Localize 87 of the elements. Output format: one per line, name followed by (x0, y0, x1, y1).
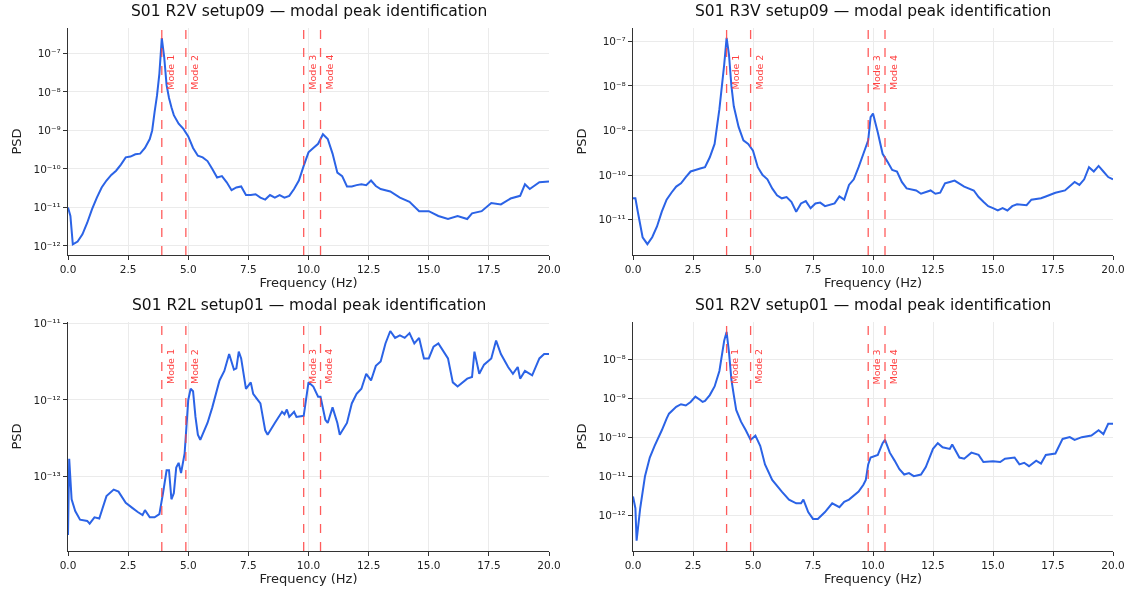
x-tick-label: 0.0 (59, 262, 77, 275)
x-tick-label: 15.0 (417, 262, 441, 275)
x-axis-title: Frequency (Hz) (823, 275, 923, 291)
x-tick-label: 15.0 (417, 558, 441, 571)
y-tick-label: 10⁻⁸ (37, 85, 61, 98)
x-tick-label: 10.0 (861, 262, 885, 275)
x-tick-label: 10.0 (296, 262, 321, 275)
line-series (68, 330, 549, 537)
ref-line-label: Mode 2 (753, 54, 765, 90)
x-tick-label: 17.5 (1041, 262, 1065, 275)
y-tick-label: 10⁻¹⁰ (33, 162, 61, 175)
ref-line-label: Mode 1 (729, 348, 741, 384)
x-tick-label: 12.5 (921, 262, 945, 275)
x-tick-label: 5.0 (744, 262, 762, 275)
ref-line-label: Mode 2 (753, 348, 765, 384)
y-tick-label: 10⁻⁸ (602, 352, 626, 365)
ref-line-label: Mode 4 (323, 54, 335, 90)
line-series (68, 37, 549, 246)
y-tick-label: 10⁻¹¹ (33, 201, 61, 214)
y-tick-label: 10⁻¹⁰ (598, 430, 626, 443)
x-tick-label: 20.0 (537, 558, 561, 571)
ref-line-label: Mode 1 (164, 349, 176, 384)
x-tick-label: 20.0 (537, 262, 561, 275)
x-tick-label: 10.0 (296, 558, 321, 571)
x-tick-label: 12.5 (356, 558, 381, 571)
x-tick-label: 7.5 (804, 262, 822, 275)
chart-title: S01 R2V setup09 — modal peak identification (131, 2, 488, 20)
y-axis-title: PSD (9, 423, 25, 450)
ref-line-label: Mode 1 (164, 54, 176, 90)
y-tick-label: 10⁻¹¹ (598, 213, 626, 226)
ref-line-label: Mode 3 (871, 349, 883, 385)
ref-line-label: Mode 4 (888, 55, 900, 90)
x-tick-label: 20.0 (1101, 558, 1125, 571)
x-axis-title: Frequency (Hz) (823, 571, 923, 587)
ref-line-label: Mode 4 (887, 349, 899, 385)
ref-line-label: Mode 4 (323, 348, 335, 384)
x-tick-label: 17.5 (477, 558, 501, 571)
x-tick-label: 17.5 (1041, 558, 1065, 571)
x-tick-label: 0.0 (624, 262, 642, 275)
x-tick-label: 0.0 (59, 558, 77, 571)
y-axis-title: PSD (574, 423, 590, 450)
ref-line-label: Mode 3 (306, 348, 318, 384)
y-tick-label: 10⁻⁹ (602, 391, 626, 404)
x-tick-label: 2.5 (119, 558, 137, 571)
x-tick-label: 5.0 (179, 262, 197, 275)
x-tick-label: 15.0 (981, 558, 1005, 571)
chart-title: S01 R3V setup09 — modal peak identification (695, 2, 1052, 20)
line-series (633, 330, 1113, 542)
x-tick-label: 2.5 (119, 262, 137, 275)
y-tick-label: 10⁻¹² (33, 239, 61, 252)
x-tick-label: 12.5 (921, 558, 945, 571)
y-tick-label: 10⁻⁸ (602, 79, 626, 92)
y-axis-title: PSD (574, 128, 590, 155)
x-tick-label: 17.5 (477, 262, 501, 275)
chart-title: S01 R2V setup01 — modal peak identification (695, 296, 1052, 314)
x-tick-label: 7.5 (240, 558, 257, 571)
y-tick-label: 10⁻¹² (598, 508, 626, 521)
x-tick-label: 7.5 (804, 558, 822, 571)
ref-line-label: Mode 1 (729, 54, 741, 90)
ref-line-label: Mode 2 (188, 349, 200, 385)
x-tick-label: 2.5 (684, 262, 702, 275)
ref-line-label: Mode 2 (188, 54, 200, 90)
ref-line-label: Mode 3 (871, 55, 883, 91)
x-tick-label: 5.0 (179, 558, 197, 571)
y-axis-title: PSD (9, 128, 25, 155)
y-tick-label: 10⁻⁷ (602, 35, 626, 48)
line-series (633, 36, 1113, 246)
x-tick-label: 7.5 (240, 262, 257, 275)
x-tick-label: 5.0 (744, 558, 762, 571)
ref-line-label: Mode 3 (306, 54, 318, 90)
chart-title: S01 R2L setup01 — modal peak identification (132, 296, 487, 314)
x-tick-label: 12.5 (356, 262, 381, 275)
y-tick-label: 10⁻¹² (33, 393, 61, 406)
y-tick-label: 10⁻¹¹ (33, 317, 61, 330)
x-tick-label: 20.0 (1101, 262, 1125, 275)
x-tick-label: 10.0 (861, 558, 885, 571)
x-tick-label: 0.0 (624, 558, 642, 571)
x-axis-title: Frequency (Hz) (259, 275, 358, 291)
x-axis-title: Frequency (Hz) (259, 571, 358, 587)
y-tick-label: 10⁻⁹ (37, 124, 61, 137)
y-tick-label: 10⁻¹³ (33, 469, 61, 482)
x-tick-label: 15.0 (981, 262, 1005, 275)
y-tick-label: 10⁻⁷ (37, 47, 61, 60)
y-tick-label: 10⁻¹⁰ (598, 168, 626, 181)
x-tick-label: 2.5 (684, 558, 702, 571)
y-tick-label: 10⁻⁹ (602, 124, 626, 137)
y-tick-label: 10⁻¹¹ (598, 469, 626, 482)
